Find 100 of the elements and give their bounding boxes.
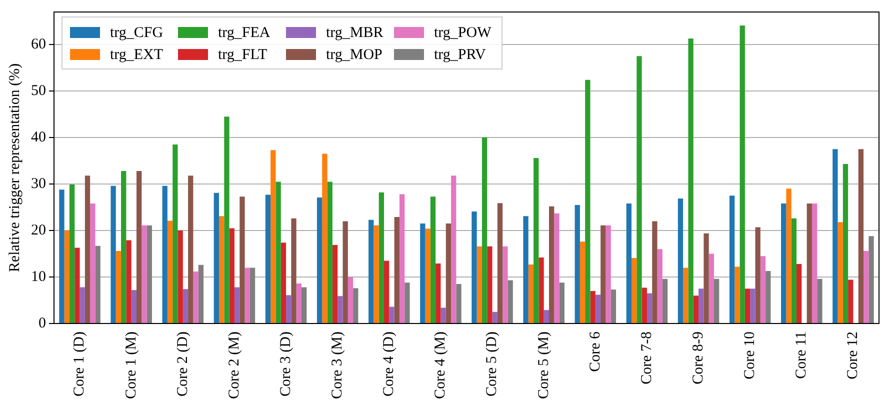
bar (229, 228, 234, 324)
bar (250, 268, 256, 324)
bar (446, 224, 452, 324)
x-tick-label: Core 3 (M) (330, 332, 346, 400)
bar (126, 240, 132, 324)
bar (327, 182, 332, 324)
x-tick-label: Core 6 (587, 331, 604, 372)
bar (626, 204, 632, 324)
bar (244, 268, 250, 324)
bar (740, 25, 745, 324)
bar (806, 204, 812, 324)
bar (348, 277, 354, 324)
x-tick-label: Core 5 (M) (536, 332, 552, 400)
bar (296, 284, 302, 324)
y-tick-label: 10 (31, 268, 46, 285)
bar (110, 186, 116, 324)
bar (842, 164, 848, 324)
bar (456, 284, 462, 324)
x-tick-label: Core 10 (742, 332, 758, 380)
bar (492, 312, 498, 324)
bar (384, 260, 390, 324)
bar (265, 194, 271, 324)
legend-label: trg_FLT (218, 46, 268, 63)
bar (404, 282, 410, 324)
bar (472, 211, 477, 324)
bar (172, 144, 178, 324)
x-tick-label: Core 12 (845, 332, 862, 380)
bar (698, 288, 704, 324)
bar (167, 220, 173, 324)
bar (590, 290, 596, 324)
bar (378, 192, 384, 324)
bar (704, 233, 709, 324)
y-axis-title: Relative trigger representation (%) (6, 63, 23, 272)
x-tick-label: Core 1 (D) (72, 332, 88, 396)
bar (528, 264, 534, 324)
bar (817, 278, 822, 324)
bar (502, 246, 508, 324)
bar (146, 225, 152, 324)
bar (280, 242, 286, 324)
bar (662, 278, 668, 324)
bar (84, 176, 90, 324)
x-tick-label: Core 11 (794, 332, 810, 379)
y-tick-label: 50 (31, 82, 46, 99)
bar (90, 204, 96, 324)
bar (538, 257, 544, 324)
bar (440, 308, 446, 324)
bar (534, 158, 539, 324)
x-tick-label: Core 1 (M) (123, 332, 140, 400)
bar (497, 203, 503, 324)
bar (368, 220, 374, 324)
legend-label: trg_MBR (326, 24, 384, 41)
bar (858, 149, 864, 324)
bar (744, 288, 750, 324)
bar (59, 190, 64, 324)
legend-label: trg_EXT (110, 46, 164, 63)
bar (781, 204, 786, 324)
bar (80, 287, 85, 324)
bar (116, 250, 122, 324)
bar (812, 204, 818, 324)
bar (182, 289, 188, 324)
bar (848, 280, 854, 324)
bar (760, 256, 766, 324)
bar (657, 249, 662, 324)
bar (508, 280, 513, 324)
bar (270, 150, 276, 324)
bar (316, 198, 322, 324)
y-tick-label: 0 (38, 315, 46, 332)
bar (636, 56, 642, 324)
bar (338, 296, 343, 324)
bar (69, 184, 75, 324)
bar (95, 246, 100, 324)
x-tick-label: Core 5 (D) (484, 332, 500, 396)
x-tick-label: Core 8-9 (690, 332, 706, 384)
bar (224, 116, 230, 324)
bar (482, 138, 488, 324)
bar (678, 198, 684, 324)
x-tick-label: Core 2 (M) (226, 332, 242, 400)
y-tick-label: 40 (31, 129, 46, 146)
bar (838, 222, 843, 324)
bar (632, 258, 637, 324)
y-tick-label: 60 (31, 36, 46, 52)
bar (353, 288, 358, 324)
bar (394, 217, 400, 324)
bar (786, 188, 792, 324)
bar (476, 246, 482, 324)
bar (729, 196, 735, 324)
bar (302, 287, 307, 324)
bar (219, 216, 224, 324)
bar (766, 270, 771, 324)
bar (420, 224, 426, 324)
bar (389, 306, 394, 324)
bar (559, 282, 564, 324)
bar (425, 228, 430, 324)
x-tick-label: Core 3 (D) (278, 332, 294, 396)
bar (683, 268, 688, 324)
bar (74, 248, 80, 324)
bar (574, 204, 580, 324)
bar (832, 149, 838, 324)
bar (652, 221, 658, 324)
bar (430, 196, 436, 324)
